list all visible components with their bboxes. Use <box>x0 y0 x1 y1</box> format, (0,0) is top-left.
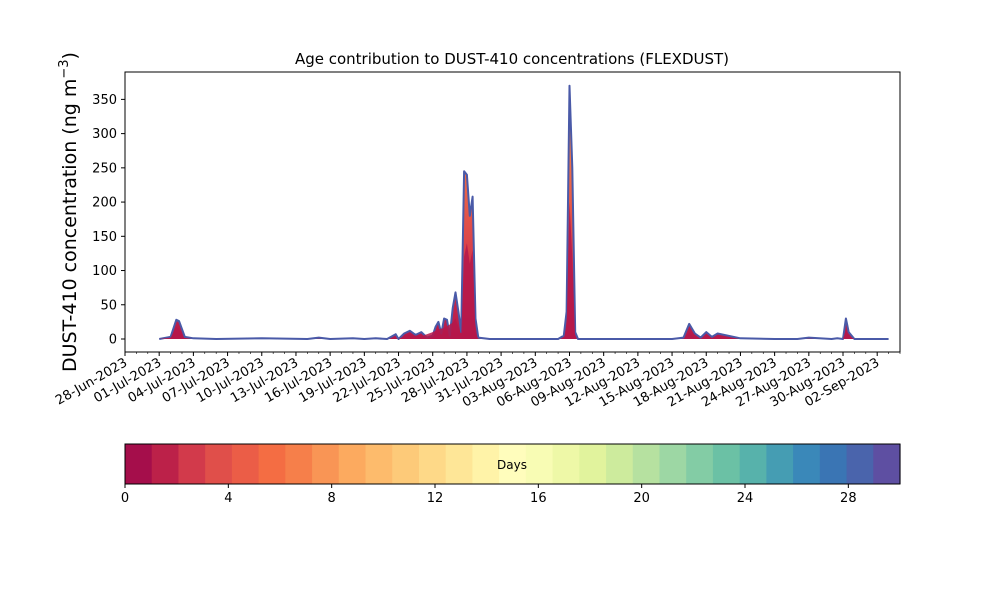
colorbar-ticks: 0 4 8 12 16 20 24 28 <box>121 484 857 506</box>
y-axis-label: DUST-410 concentration (ng m−3) <box>57 52 81 372</box>
series-line-total-0-30-days <box>159 84 889 340</box>
series-area-total-0-30-days <box>159 85 889 339</box>
colorbar-swatch <box>285 444 313 484</box>
chart-title: Age contribution to DUST-410 concentrati… <box>295 50 729 68</box>
y-tick-label: 200 <box>92 196 117 211</box>
y-axis-label-superscript: −3 <box>57 59 72 78</box>
colorbar-swatch <box>606 444 634 484</box>
colorbar-swatch <box>445 444 474 484</box>
colorbar-swatch <box>418 444 447 484</box>
colorbar-swatch <box>472 444 500 484</box>
y-tick-label: 100 <box>92 264 117 279</box>
colorbar-tick-label: 4 <box>224 491 232 506</box>
colorbar-swatch <box>659 444 687 484</box>
colorbar-frame <box>124 443 901 485</box>
colorbar-swatch <box>793 444 821 484</box>
colorbar-swatch <box>338 444 367 484</box>
colorbar-tick-label: 24 <box>737 491 754 506</box>
colorbar-swatch <box>365 444 393 484</box>
colorbar-swatch <box>231 444 260 484</box>
colorbar-swatch <box>125 444 153 484</box>
colorbar-swatch <box>499 444 527 484</box>
series-area-0-5-days <box>159 202 855 339</box>
colorbar-swatch <box>873 444 901 484</box>
colorbar-swatch <box>712 444 741 484</box>
y-tick-label: 150 <box>92 230 117 245</box>
axes-frame <box>124 71 901 353</box>
colorbar-tick-label: 16 <box>530 491 547 506</box>
colorbar-swatch <box>258 444 286 484</box>
colorbar-tick-label: 8 <box>328 491 336 506</box>
y-tick-label: 0 <box>109 332 117 347</box>
y-tick-label: 250 <box>92 161 117 176</box>
colorbar-swatches <box>125 444 901 484</box>
colorbar-tick-label: 28 <box>840 491 857 506</box>
colorbar-swatch <box>525 444 554 484</box>
colorbar-label: Days <box>497 458 527 472</box>
colorbar-swatch <box>392 444 420 484</box>
y-tick-label: 350 <box>92 93 117 108</box>
colorbar-tick-label: 0 <box>121 491 129 506</box>
colorbar-tick-label: 12 <box>427 491 444 506</box>
colorbar: Days 0 4 8 12 16 20 24 28 <box>121 443 901 506</box>
series-layer <box>159 84 889 340</box>
colorbar-tick-label: 20 <box>633 491 650 506</box>
colorbar-swatch <box>766 444 794 484</box>
colorbar-swatch <box>312 444 340 484</box>
colorbar-swatch <box>632 444 661 484</box>
x-axis: 28-Jun-202301-Jul-202304-Jul-202307-Jul-… <box>53 352 901 411</box>
colorbar-swatch <box>579 444 607 484</box>
colorbar-swatch <box>151 444 180 484</box>
y-axis: 0 50 100 150 200 250 300 350 <box>92 93 125 347</box>
plot-area <box>124 71 901 353</box>
colorbar-swatch <box>686 444 714 484</box>
y-tick-label: 300 <box>92 127 117 142</box>
colorbar-swatch <box>846 444 874 484</box>
y-axis-label-close: ) <box>59 52 81 59</box>
colorbar-swatch <box>178 444 206 484</box>
colorbar-swatch <box>552 444 580 484</box>
colorbar-swatch <box>819 444 848 484</box>
colorbar-swatch <box>739 444 767 484</box>
colorbar-swatch <box>205 444 233 484</box>
y-tick-label: 50 <box>100 298 117 313</box>
